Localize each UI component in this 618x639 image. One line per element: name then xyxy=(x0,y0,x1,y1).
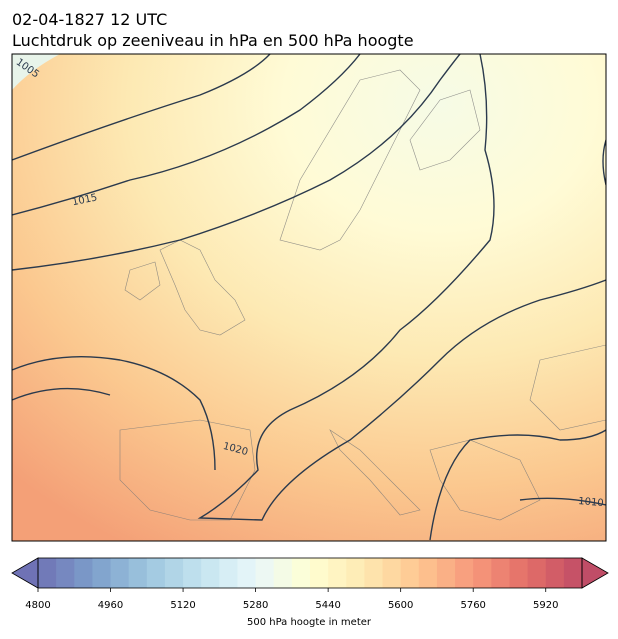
colorbar-segment xyxy=(38,558,57,588)
title-date: 02-04-1827 12 UTC xyxy=(12,10,167,29)
colorbar-tick-label: 4800 xyxy=(25,600,50,611)
low-height-area xyxy=(12,54,60,90)
colorbar-segment xyxy=(545,558,565,588)
colorbar-segment xyxy=(146,558,166,588)
colorbar-segment xyxy=(509,558,529,588)
height-field xyxy=(12,54,606,541)
colorbar-tick-label: 4960 xyxy=(98,600,123,611)
colorbar-segment xyxy=(328,558,347,588)
colorbar-segment xyxy=(128,558,148,588)
map-frame xyxy=(11,53,607,542)
colorbar-segment xyxy=(473,558,492,588)
colorbar-tick-label: 5920 xyxy=(533,600,558,611)
colorbar-frame xyxy=(37,557,583,589)
isobar xyxy=(602,139,606,186)
isobar xyxy=(519,497,606,506)
colorbar-segment xyxy=(563,558,583,588)
isobar xyxy=(12,54,461,271)
contour-label: 1010 xyxy=(578,496,604,509)
colorbar-extend-low xyxy=(11,557,39,589)
colorbar-segment xyxy=(183,558,202,588)
colorbar-segment xyxy=(56,558,75,588)
map: 1005 1015 1020 1010 xyxy=(12,54,606,541)
colorbar-segment xyxy=(255,558,275,588)
colorbar-segment xyxy=(346,558,365,588)
colorbar-segment xyxy=(310,558,329,588)
colorbar-segment xyxy=(418,558,438,588)
isobar xyxy=(429,429,606,541)
colorbar-segment xyxy=(291,558,311,588)
isobar xyxy=(12,355,216,471)
isobar xyxy=(12,54,271,161)
colorbar-segment xyxy=(364,558,384,588)
colorbar-segment xyxy=(455,558,474,588)
colorbar-segment xyxy=(400,558,420,588)
colorbar-segment xyxy=(201,558,220,588)
colorbar-segment xyxy=(436,558,456,588)
colorbar-tick-label: 5600 xyxy=(388,600,413,611)
colorbar-segment xyxy=(74,558,93,588)
colorbar-tick-label: 5440 xyxy=(315,600,340,611)
colorbar-segment xyxy=(491,558,510,588)
colorbar-segment xyxy=(382,558,402,588)
colorbar-segment xyxy=(164,558,184,588)
isobar xyxy=(12,54,361,216)
colorbar-tick-label: 5760 xyxy=(460,600,485,611)
colorbar: 4800 4960 5120 5280 5440 5600 5760 5920 xyxy=(11,557,609,611)
colorbar-segment xyxy=(527,558,547,588)
colorbar-segment xyxy=(110,558,130,588)
colorbar-extend-high xyxy=(581,557,609,589)
coastlines xyxy=(119,69,606,521)
colorbar-segment xyxy=(273,558,293,588)
isobar xyxy=(197,54,606,521)
colorbar-segment xyxy=(92,558,112,588)
colorbar-segment xyxy=(219,558,238,588)
colorbar-tick-label: 5280 xyxy=(243,600,268,611)
colorbar-label: 500 hPa hoogte in meter xyxy=(247,617,372,628)
colorbar-segment xyxy=(237,558,257,588)
contour-label: 1015 xyxy=(71,192,98,208)
title: Luchtdruk op zeeniveau in hPa en 500 hPa… xyxy=(12,31,414,50)
isobar xyxy=(12,387,111,401)
colorbar-tick-label: 5120 xyxy=(170,600,195,611)
